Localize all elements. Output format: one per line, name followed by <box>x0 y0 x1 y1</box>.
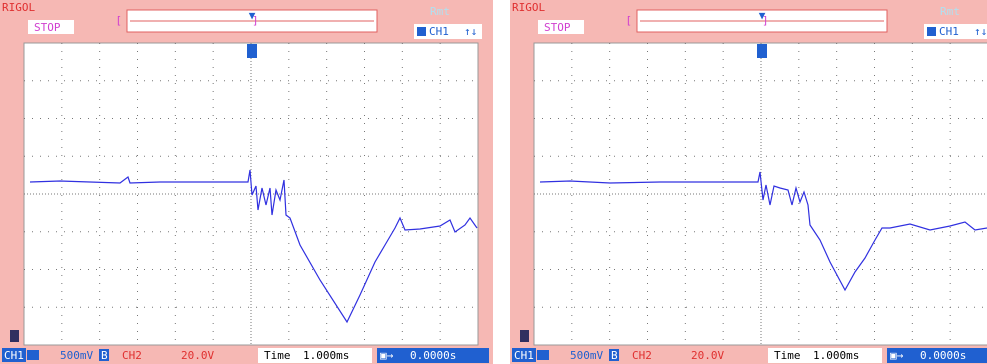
status: STOP <box>34 21 61 34</box>
ch1-bw: B <box>611 349 618 362</box>
time-label: Time <box>774 349 801 362</box>
ch1-label: CH1 <box>4 349 24 362</box>
trigger-offset: 0.0000s <box>920 349 966 362</box>
ch1-scale: 500mV <box>60 349 93 362</box>
trigger-offset: 0.0000s <box>410 349 456 362</box>
trigger-marker: ▼ <box>249 9 256 22</box>
ch2-label: CH2 <box>632 349 652 362</box>
trigger-icon <box>417 27 426 36</box>
oscilloscope-captures: RIGOLSTOP[]▼RmtCH1↑↓CH1500mVBCH220.0VTim… <box>0 0 987 364</box>
offset-icon: ▣→ <box>890 349 904 362</box>
time-scale: 1.000ms <box>813 349 859 362</box>
offset-icon: ▣→ <box>380 349 394 362</box>
ch1-scale: 500mV <box>570 349 603 362</box>
ch1-coupling <box>27 350 39 360</box>
remote: Rmt <box>430 5 450 18</box>
ch1-label: CH1 <box>514 349 534 362</box>
ch1-coupling <box>537 350 549 360</box>
ch2-scale: 20.0V <box>181 349 214 362</box>
ch2-scale: 20.0V <box>691 349 724 362</box>
trigger-icon <box>927 27 936 36</box>
trigger-source: CH1 <box>429 25 449 38</box>
brand: RIGOL <box>2 1 35 14</box>
ch1-bw: B <box>101 349 108 362</box>
brand: RIGOL <box>512 1 545 14</box>
time-label: Time <box>264 349 291 362</box>
time-scale: 1.000ms <box>303 349 349 362</box>
trigger-pos <box>247 44 257 58</box>
ground-marker <box>10 330 19 342</box>
ch2-label: CH2 <box>122 349 142 362</box>
status: STOP <box>544 21 571 34</box>
ground-marker <box>520 330 529 342</box>
trigger-slope: ↑↓ <box>974 25 987 38</box>
trigger-marker: ▼ <box>759 9 766 22</box>
remote: Rmt <box>940 5 960 18</box>
trigger-source: CH1 <box>939 25 959 38</box>
trigger-pos <box>757 44 767 58</box>
trigger-slope: ↑↓ <box>464 25 477 38</box>
